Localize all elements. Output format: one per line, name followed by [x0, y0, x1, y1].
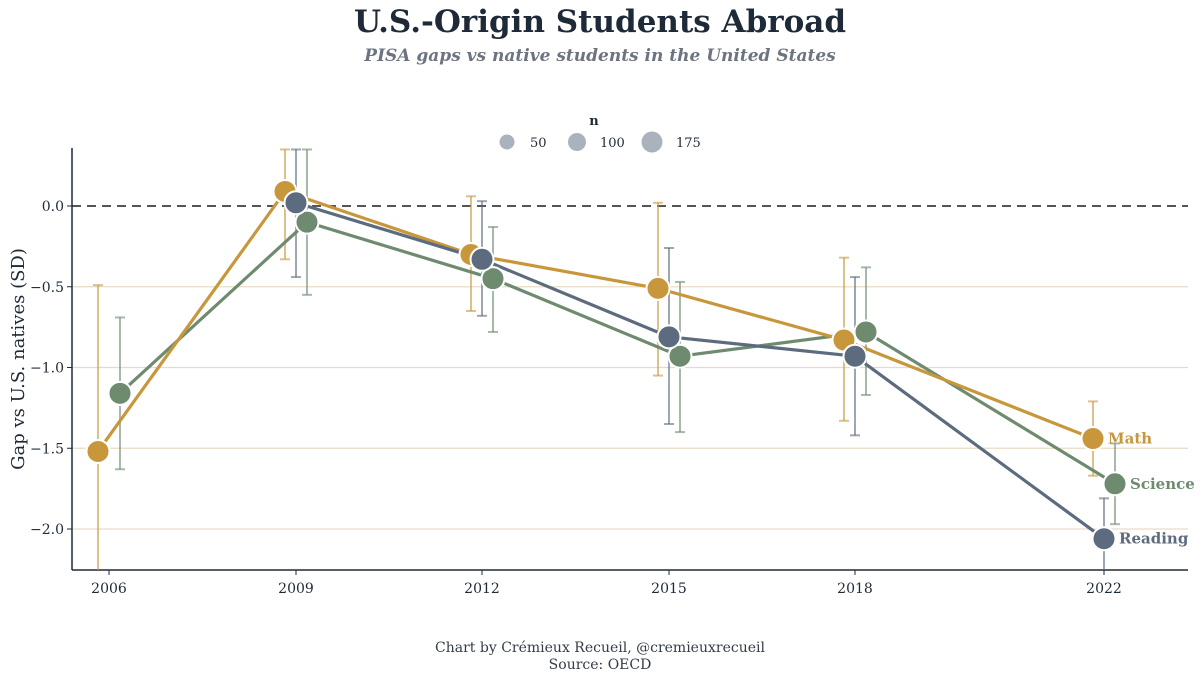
axes: 0.0 −0.5 −1.0 −1.5 −2.0 2006 2009 2012 2015 2018 2… — [8, 148, 1188, 597]
math-point-2022 — [1080, 426, 1106, 452]
reading-point-2012 — [469, 246, 495, 272]
math-series-line — [96, 189, 1094, 453]
legend-key-100 — [568, 133, 586, 151]
science-point-2022 — [1102, 471, 1128, 497]
caption-credit: Chart by Crémieux Recueil, @cremieuxrecu… — [435, 640, 765, 656]
math-end-label: Math — [1108, 430, 1152, 448]
legend-key-175 — [641, 131, 663, 153]
x-tick-label-1: 2009 — [278, 581, 314, 597]
legend-label-175: 175 — [676, 136, 701, 151]
reading-series-line — [295, 201, 1105, 540]
x-tick-label-5: 2022 — [1086, 581, 1122, 597]
chart-caption: Chart by Crémieux Recueil, @cremieuxrecu… — [0, 640, 1200, 674]
legend-label-50: 50 — [530, 136, 547, 151]
series-lines — [96, 189, 1116, 540]
x-tick-label-2: 2012 — [464, 581, 500, 597]
legend-key-50 — [499, 134, 515, 150]
science-point-2012 — [480, 266, 506, 292]
math-point-2006 — [85, 438, 111, 464]
reading-point-2015 — [656, 324, 682, 350]
science-point-2018 — [853, 319, 879, 345]
reading-point-2018 — [842, 343, 868, 369]
x-tick-label-3: 2015 — [651, 581, 687, 597]
reading-point-2009 — [283, 190, 309, 216]
reading-point-2022 — [1091, 526, 1117, 552]
x-tick-label-0: 2006 — [91, 581, 127, 597]
reading-end-label: Reading — [1119, 530, 1189, 548]
y-tick-label-3: −1.5 — [30, 441, 64, 457]
y-tick-label-4: −2.0 — [30, 522, 64, 538]
chart-subtitle: PISA gaps vs native students in the Unit… — [364, 46, 836, 66]
grid-lines — [72, 205, 1188, 530]
legend-label-100: 100 — [600, 136, 625, 151]
science-point-2006 — [107, 380, 133, 406]
y-tick-label-0: 0.0 — [42, 199, 64, 215]
science-point-2015 — [667, 343, 693, 369]
math-point-2015 — [645, 275, 671, 301]
data-points — [85, 178, 1128, 552]
science-end-label: Science — [1130, 475, 1195, 493]
science-point-2009 — [294, 209, 320, 235]
chart-title: U.S.-Origin Students Abroad — [353, 4, 847, 40]
series-end-labels: Math Science Reading — [1108, 430, 1195, 548]
science-series-line — [118, 220, 1116, 486]
legend: n 50 100 175 — [499, 114, 701, 153]
y-tick-label-1: −0.5 — [30, 280, 64, 296]
x-tick-label-4: 2018 — [837, 581, 873, 597]
y-tick-label-2: −1.0 — [30, 361, 64, 377]
y-axis-title: Gap vs U.S. natives (SD) — [8, 248, 29, 470]
legend-title: n — [589, 114, 599, 129]
caption-source: Source: OECD — [548, 657, 652, 673]
